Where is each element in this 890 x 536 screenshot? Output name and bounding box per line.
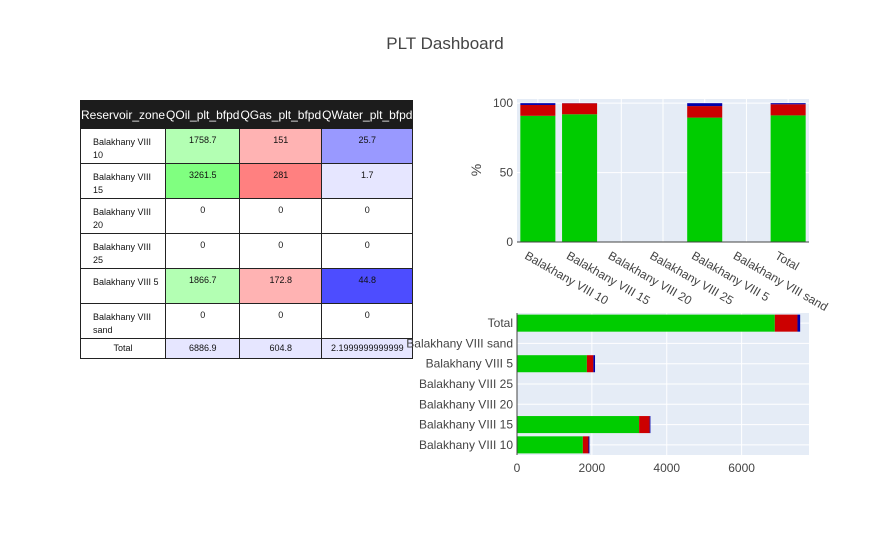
y-tick-label: 50 [500,166,514,180]
percent-bar-segment [770,104,806,116]
zone-cell: Total [79,338,167,359]
percent-bar-segment [687,106,723,118]
qoil-cell: 3261.5 [165,163,241,199]
dashboard-title: PLT Dashboard [386,34,504,53]
qoil-cell: 0 [165,233,241,269]
qoil-cell: 1866.7 [165,268,241,304]
qgas-cell: 0 [239,233,323,269]
y-tick-label: Balakhany VIII sand [406,336,513,350]
rate-bar-segment [774,314,798,332]
y-tick-label: Balakhany VIII 25 [419,377,513,391]
y-tick-label: 0 [506,235,513,249]
qwater-cell: 44.8 [321,268,414,304]
percent-bar-segment [520,115,556,242]
qwater-cell: 2.1999999999999 [321,338,414,359]
qwater-cell: 0 [321,303,414,339]
qgas-cell: 172.8 [239,268,323,304]
qoil-cell: 6886.9 [165,338,241,359]
percent-bar-segment [770,115,806,242]
percent-bar-segment [687,103,723,107]
rate-bar-segment [649,416,651,434]
rate-bar-segment [517,314,775,332]
qwater-cell: 25.7 [321,128,414,164]
table-total-row: Total 6886.9 604.8 2.1999999999999 [79,338,414,359]
qoil-cell: 0 [165,198,241,234]
y-tick-label: Balakhany VIII 5 [426,357,514,371]
zone-cell: Balakhany VIII 25 [79,233,167,269]
rate-bar-segment [593,355,596,373]
percent-bar-segment [562,114,598,242]
qwater-cell: 0 [321,233,414,269]
percent-bar-segment [770,103,806,105]
header-qgas: QGas_plt_bfpd [239,100,323,129]
percent-bar-segment [562,103,598,115]
rate-bar-segment [582,436,589,454]
rate-bar-segment [639,416,650,434]
qgas-cell: 281 [239,163,323,199]
percent-bar-segment [687,117,723,242]
y-axis-label: % [468,164,484,176]
table-row: Balakhany VIII sand 0 0 0 [79,303,414,339]
table-row: Balakhany VIII 15 3261.5 281 1.7 [79,163,414,199]
y-tick-label: Balakhany VIII 15 [419,418,513,432]
plt-table: Reservoir_zone QOil_plt_bfpd QGas_plt_bf… [79,100,414,359]
table-row: Balakhany VIII 25 0 0 0 [79,233,414,269]
header-qwater: QWater_plt_bfpd [321,100,414,129]
percent-bar-segment [520,103,556,105]
table-row: Balakhany VIII 5 1866.7 172.8 44.8 [79,268,414,304]
header-qoil: QOil_plt_bfpd [165,100,241,129]
x-tick-label: 2000 [579,461,606,475]
x-tick-label: Total [773,248,802,273]
qwater-cell: 1.7 [321,163,414,199]
y-tick-label: Total [488,316,513,330]
qgas-cell: 604.8 [239,338,323,359]
rate-bar-segment [797,314,801,332]
rate-bar-segment [517,436,583,454]
rate-bar-segment [517,355,587,373]
y-tick-label: 100 [493,96,513,110]
qgas-cell: 151 [239,128,323,164]
rate-bar-segment [517,416,640,434]
qoil-cell: 0 [165,303,241,339]
percent-bar-segment [520,104,556,116]
rate-bar-segment [586,355,594,373]
x-tick-label: 0 [514,461,521,475]
y-tick-label: Balakhany VIII 10 [419,438,513,452]
table-header-row: Reservoir_zone QOil_plt_bfpd QGas_plt_bf… [79,100,414,129]
y-tick-label: Balakhany VIII 20 [419,397,513,411]
qgas-cell: 0 [239,303,323,339]
x-tick-label: 4000 [653,461,680,475]
x-tick-label: 6000 [728,461,755,475]
rate-bar-segment [588,436,590,454]
zone-cell: Balakhany VIII 5 [79,268,167,304]
table-row: Balakhany VIII 10 1758.7 151 25.7 [79,128,414,164]
zone-cell: Balakhany VIII 10 [79,128,167,164]
